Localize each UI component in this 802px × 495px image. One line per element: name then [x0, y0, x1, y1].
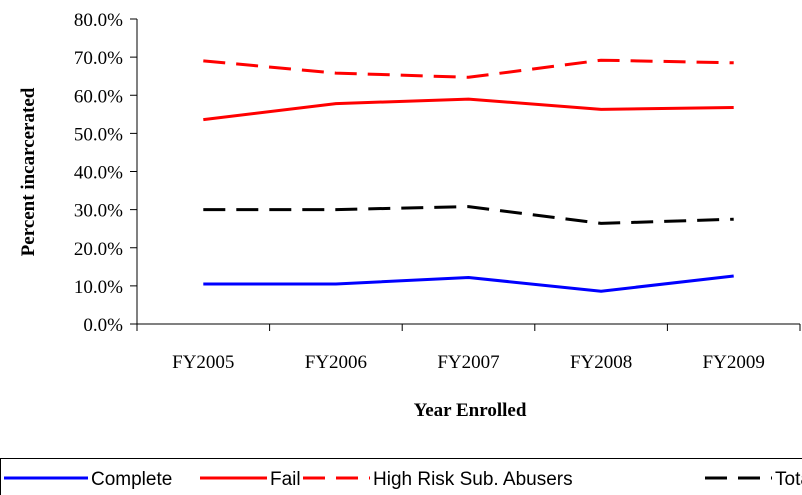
x-tick-label: FY2009: [703, 352, 765, 373]
series-line-3: [203, 205, 734, 225]
x-axis-title: Year Enrolled: [414, 400, 527, 421]
legend-label-1: Fail: [270, 469, 301, 490]
y-tick-label: 40.0%: [74, 163, 123, 184]
x-tick-label: FY2006: [305, 352, 367, 373]
y-tick-label: 0.0%: [83, 315, 123, 336]
y-tick-label: 10.0%: [74, 277, 123, 298]
legend: Complete Fail High Risk Sub. Abusers Total: [0, 458, 802, 495]
legend-label-2: High Risk Sub. Abusers: [373, 469, 573, 490]
series-line-0: [203, 274, 734, 293]
legend-label-3: Total: [775, 469, 802, 490]
y-tick-label: 20.0%: [74, 239, 123, 260]
x-tick-label: FY2007: [437, 352, 499, 373]
y-tick-label: 50.0%: [74, 124, 123, 145]
legend-label-0: Complete: [91, 469, 172, 490]
x-tick-label: FY2005: [172, 352, 234, 373]
legend-box: [0, 458, 802, 495]
series-line-2: [203, 58, 734, 79]
y-tick-label: 80.0%: [74, 10, 123, 31]
x-tick-label: FY2008: [570, 352, 632, 373]
series-lines: [203, 58, 734, 293]
y-axis-ticks: 0.0% 10.0% 20.0% 30.0% 40.0% 50.0% 60.0% 70.0% 8…: [74, 10, 137, 336]
y-tick-label: 60.0%: [74, 86, 123, 107]
x-axis-ticks: FY2005 FY2006 FY2007 FY2008 FY2009: [136, 324, 801, 373]
series-line-1: [203, 97, 734, 122]
y-tick-label: 30.0%: [74, 201, 123, 222]
y-axis-title: Percent incarcerated: [18, 87, 39, 256]
y-tick-label: 70.0%: [74, 48, 123, 69]
